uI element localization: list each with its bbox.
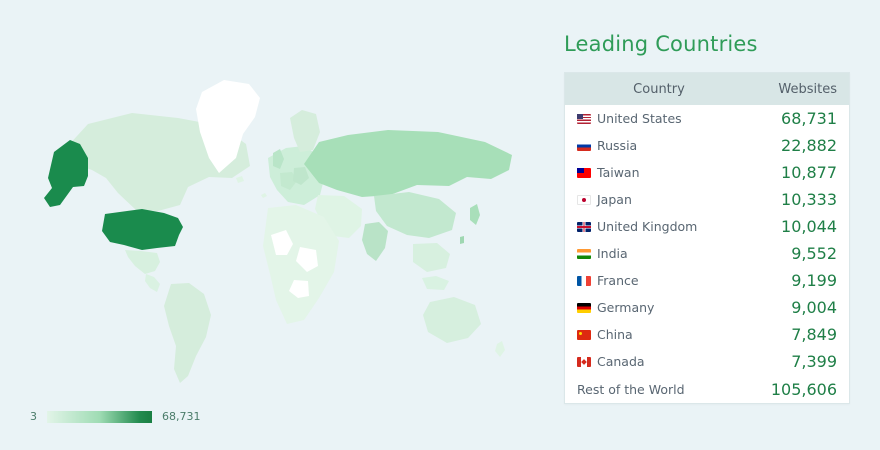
country-value: 7,849: [791, 325, 837, 344]
country-value: 9,552: [791, 244, 837, 263]
flag-fr-icon: [577, 275, 591, 286]
flag-tw-icon: [577, 167, 591, 178]
leading-countries-panel: Country Websites United States 68,731 Ru…: [564, 72, 850, 404]
map-region-australia: [423, 297, 481, 343]
map-region-africa-white: [271, 230, 318, 298]
table-row: Taiwan 10,877: [565, 159, 849, 186]
table-row: France 9,199: [565, 267, 849, 294]
table-row: Canada 7,399: [565, 348, 849, 375]
table-row: United Kingdom 10,044: [565, 213, 849, 240]
country-name: Canada: [597, 354, 645, 369]
country-name: India: [597, 246, 628, 261]
flag-gb-icon: [577, 221, 591, 232]
country-value: 10,877: [781, 163, 837, 182]
country-value: 10,333: [781, 190, 837, 209]
table-row: Russia 22,882: [565, 132, 849, 159]
country-name: France: [597, 273, 639, 288]
map-region-scandinavia: [290, 110, 320, 152]
table-header: Country Websites: [565, 73, 849, 105]
country-name: Taiwan: [597, 165, 640, 180]
flag-de-icon: [577, 302, 591, 313]
flag-ca-icon: [577, 356, 591, 367]
flag-ru-icon: [577, 140, 591, 151]
country-value: 10,044: [781, 217, 837, 236]
map-region-indonesia: [422, 276, 449, 290]
country-name: Germany: [597, 300, 655, 315]
map-legend: 3 68,731: [30, 410, 201, 423]
map-region-uk: [273, 149, 284, 169]
websites-column-header: Websites: [778, 81, 837, 97]
table-row: China 7,849: [565, 321, 849, 348]
map-region-alaska: [44, 140, 88, 207]
country-name: United States: [597, 111, 682, 126]
flag-in-icon: [577, 248, 591, 259]
map-region-islands: [236, 176, 267, 198]
map-region-taiwan: [460, 236, 464, 244]
map-region-russia: [304, 130, 512, 197]
country-value: 9,199: [791, 271, 837, 290]
country-value: 22,882: [781, 136, 837, 155]
country-value: 68,731: [781, 109, 837, 128]
country-name: China: [597, 327, 633, 342]
legend-gradient-bar: [47, 410, 152, 423]
flag-us-icon: [577, 113, 591, 124]
rest-of-world-label: Rest of the World: [577, 381, 685, 397]
rest-of-world-value: 105,606: [770, 379, 837, 399]
map-region-japan: [470, 204, 480, 225]
flag-jp-icon: [577, 194, 591, 205]
legend-max: 68,731: [162, 410, 201, 423]
map-region-south-america: [164, 283, 211, 383]
page-title: Leading Countries: [564, 32, 758, 56]
flag-cn-icon: [577, 329, 591, 340]
country-name: United Kingdom: [597, 219, 698, 234]
table-row: India 9,552: [565, 240, 849, 267]
map-region-greenland: [196, 80, 260, 173]
country-value: 9,004: [791, 298, 837, 317]
map-region-china: [374, 192, 456, 238]
country-column-header: Country: [633, 81, 685, 97]
table-row: United States 68,731: [565, 105, 849, 132]
map-region-germany: [293, 167, 309, 185]
map-region-mexico: [125, 250, 160, 274]
map-region-france: [280, 172, 297, 190]
map-region-southeast-asia: [413, 243, 450, 272]
table-row: Japan 10,333: [565, 186, 849, 213]
country-name: Russia: [597, 138, 638, 153]
country-value: 7,399: [791, 352, 837, 371]
rest-of-world-row: Rest of the World 105,606: [565, 375, 849, 403]
legend-min: 3: [30, 410, 37, 423]
map-region-central-america: [145, 274, 160, 292]
map-region-india: [362, 222, 388, 261]
table-row: Germany 9,004: [565, 294, 849, 321]
map-region-us: [102, 209, 183, 250]
world-map: [18, 60, 540, 390]
map-region-new-zealand: [495, 341, 505, 357]
world-map-svg: [44, 80, 512, 383]
country-name: Japan: [597, 192, 632, 207]
